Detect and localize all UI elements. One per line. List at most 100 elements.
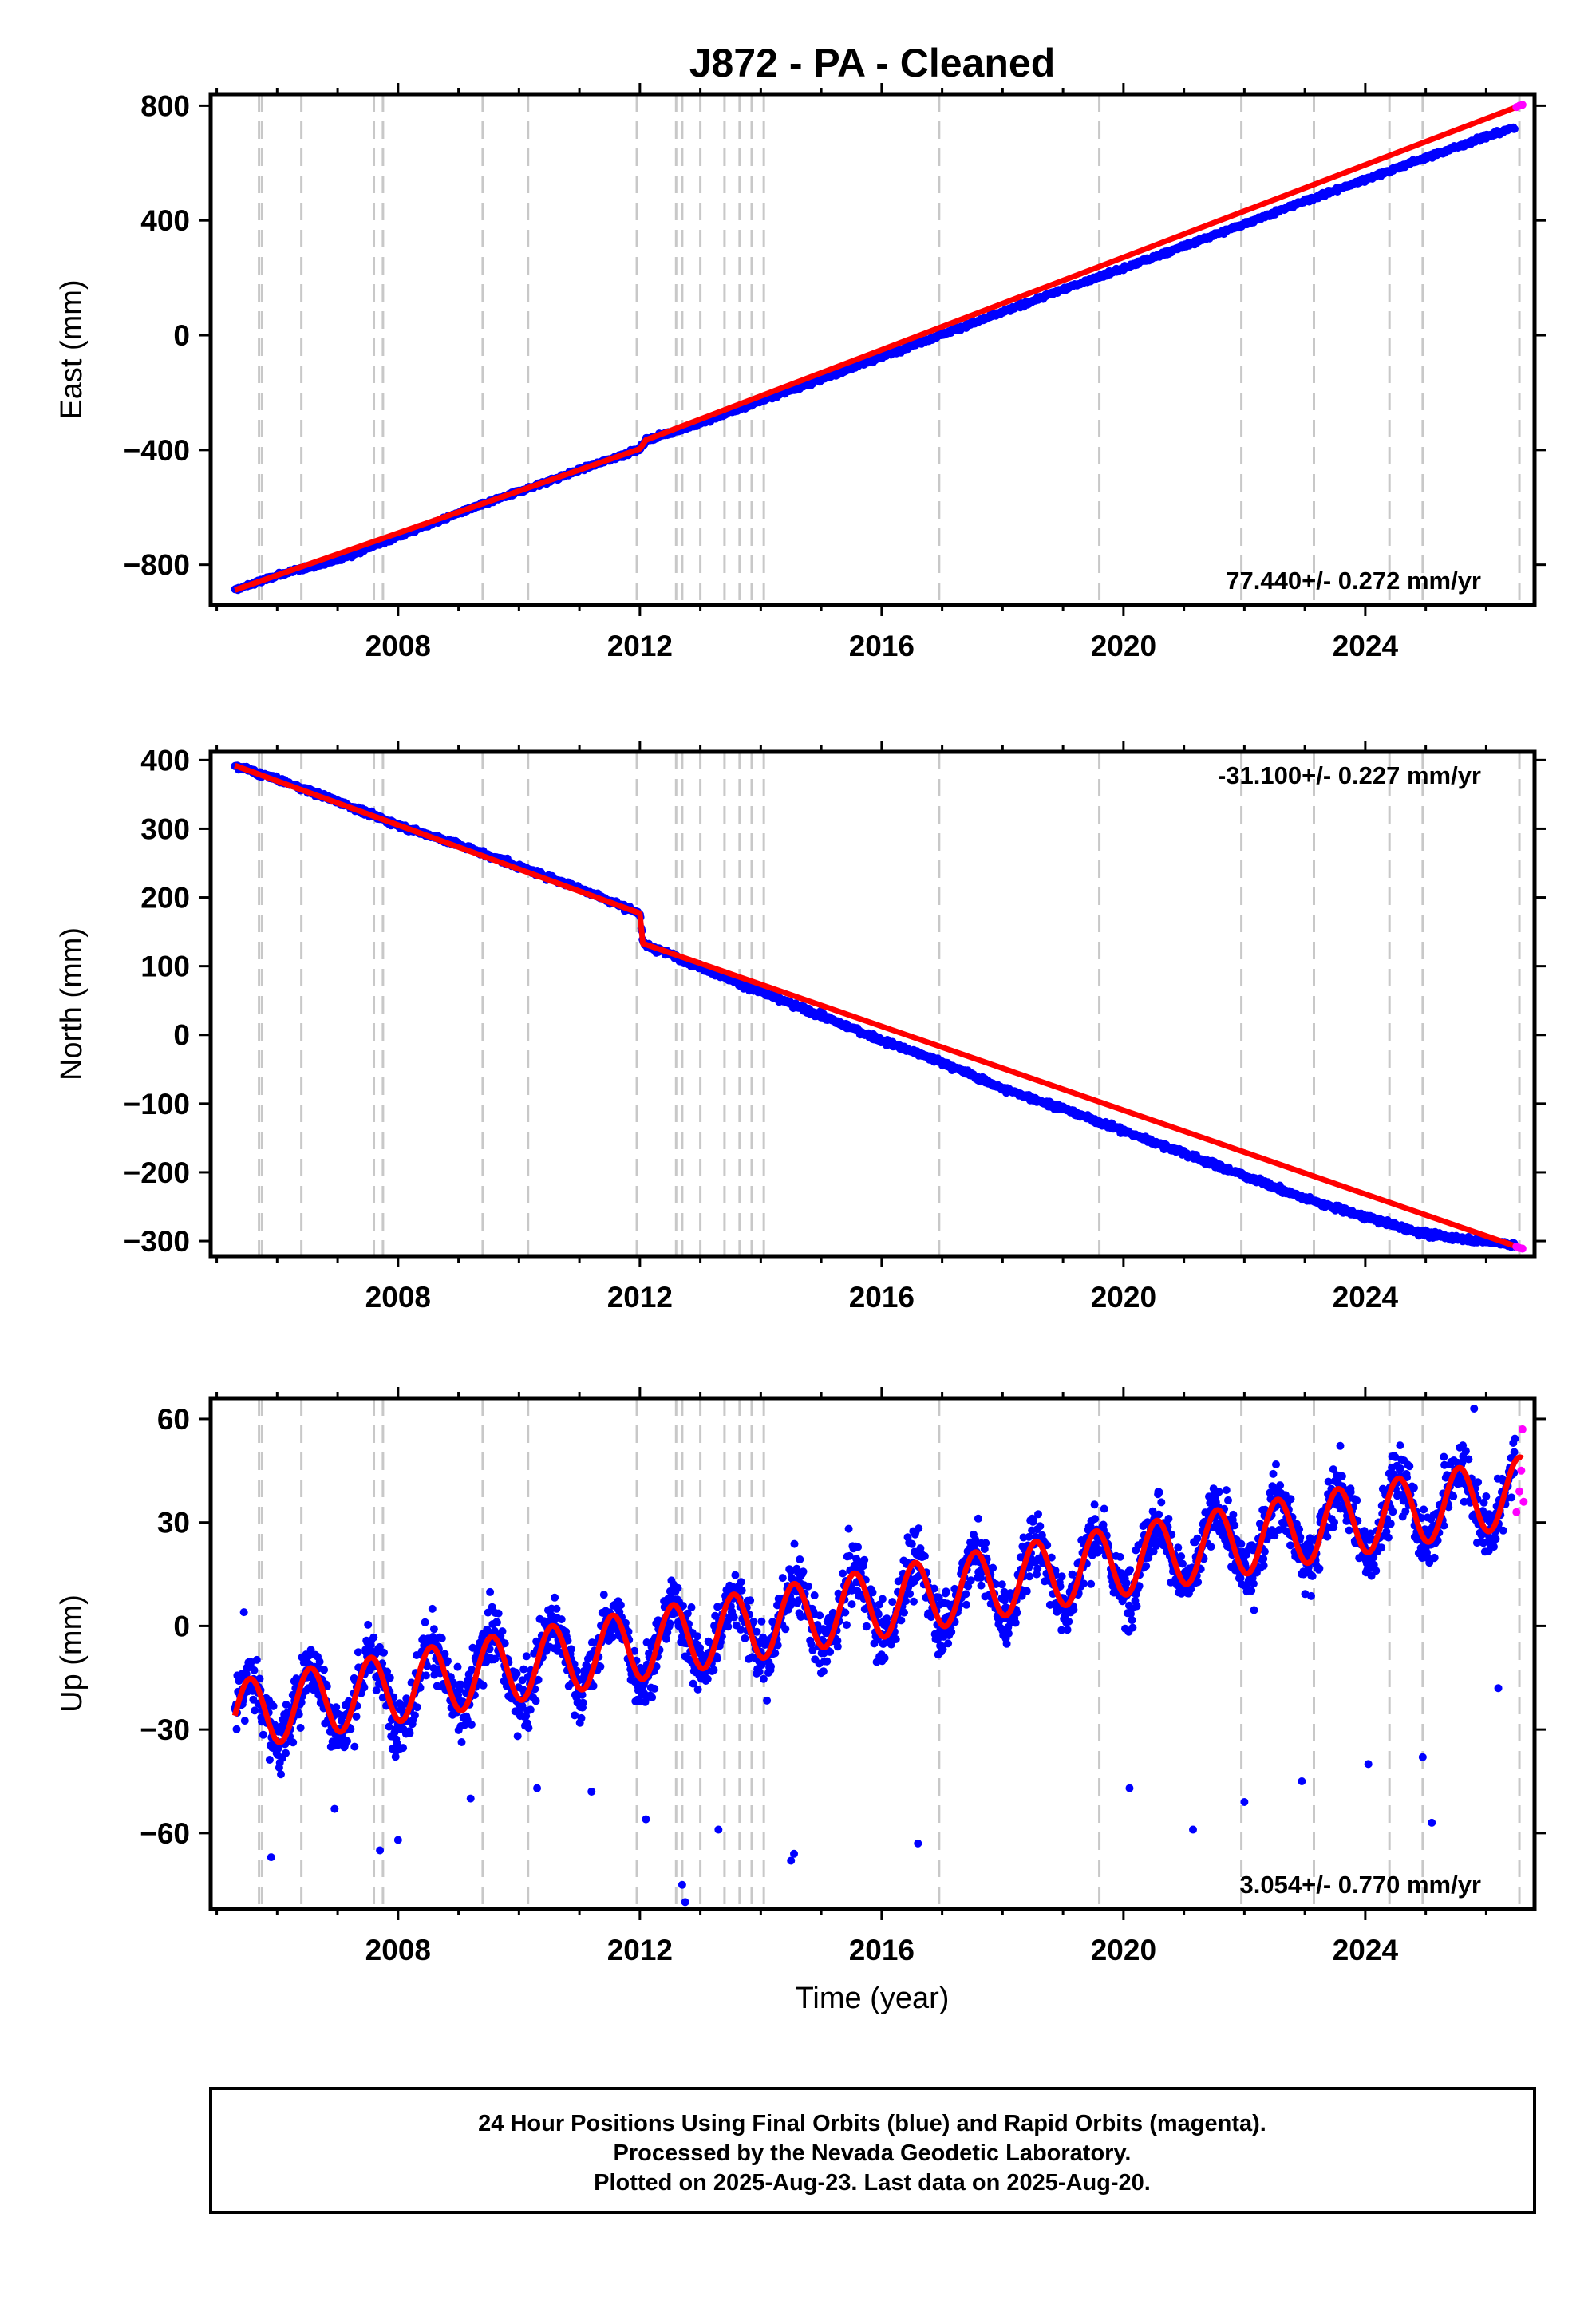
x-tick-label: 2008 (365, 1281, 431, 1314)
data-point (616, 1601, 625, 1610)
data-point (663, 1628, 672, 1637)
rapid-point (1518, 101, 1527, 109)
data-point (596, 1662, 605, 1671)
data-point (731, 1571, 740, 1579)
data-point (289, 1738, 298, 1747)
data-point (269, 1701, 278, 1710)
data-point (778, 1574, 787, 1583)
data-point (360, 1683, 369, 1692)
data-point (486, 1587, 495, 1596)
data-point (492, 1618, 501, 1626)
data-point (693, 1685, 702, 1694)
data-point (648, 1693, 657, 1701)
data-point (512, 1670, 521, 1678)
data-point (232, 1725, 241, 1733)
data-point (689, 1679, 697, 1688)
y-tick-label: 400 (140, 204, 190, 237)
data-point (713, 1654, 721, 1663)
data-point (709, 1666, 718, 1674)
data-point (567, 1645, 575, 1654)
north-event-lines (258, 752, 1521, 1256)
data-point (484, 1608, 492, 1617)
data-point (456, 1680, 465, 1689)
data-point (757, 1661, 766, 1670)
data-point (1510, 124, 1519, 133)
x-tick-label: 2020 (1091, 630, 1156, 662)
east-frame (208, 92, 1537, 607)
data-point (737, 1586, 746, 1595)
data-point (399, 1744, 408, 1753)
data-point (737, 1578, 745, 1587)
y-tick-label: 800 (140, 89, 190, 122)
data-point (572, 1666, 581, 1675)
data-point (563, 1636, 572, 1645)
data-point (423, 1662, 431, 1670)
data-point (346, 1725, 355, 1733)
data-point (763, 1696, 772, 1705)
data-point (437, 1634, 446, 1642)
data-point (796, 1555, 804, 1563)
data-point (767, 1662, 775, 1671)
data-point (551, 1593, 559, 1602)
data-point (294, 1710, 303, 1719)
y-tick-label: 0 (173, 319, 190, 352)
data-point (687, 1603, 696, 1611)
data-point (352, 1712, 361, 1721)
data-point (630, 1646, 639, 1655)
data-point (322, 1682, 331, 1690)
data-point (350, 1742, 359, 1751)
north-rate-label: -31.100+/- 0.227 mm/yr (1218, 761, 1481, 789)
east-y-axis-label: East (mm) (55, 279, 89, 419)
x-tick-label: 2016 (849, 1281, 915, 1314)
data-point (737, 1626, 745, 1634)
data-point (265, 1756, 274, 1764)
data-point (757, 1617, 766, 1626)
data-point (385, 1674, 394, 1682)
data-point (354, 1648, 362, 1657)
data-point (405, 1729, 414, 1737)
data-point (599, 1591, 608, 1599)
data-point (421, 1671, 430, 1680)
north-x-axis: 2008 2012 2016 2020 2024 (215, 741, 1487, 1314)
data-point (741, 1634, 749, 1642)
data-point (421, 1618, 429, 1626)
data-point (391, 1753, 400, 1761)
data-point (410, 1711, 419, 1720)
data-point (579, 1698, 587, 1707)
data-point (693, 1632, 701, 1641)
data-point (513, 1732, 522, 1741)
y-tick-label: 100 (140, 951, 190, 983)
data-point (479, 1681, 488, 1690)
y-tick-label: −800 (124, 549, 190, 582)
data-point (250, 1666, 259, 1674)
data-point (522, 1652, 531, 1661)
data-point (755, 1667, 764, 1676)
data-point (467, 1721, 476, 1729)
data-point (282, 1749, 290, 1757)
data-point (468, 1666, 476, 1674)
data-point (650, 1684, 659, 1693)
east-x-axis: 2008 2012 2016 2020 2024 (215, 83, 1487, 662)
data-point (383, 1667, 392, 1676)
data-point (498, 1627, 507, 1636)
data-point (589, 1682, 598, 1690)
data-point (713, 1603, 722, 1611)
data-point (524, 1724, 533, 1733)
north-rapid-orbit-points (1512, 1242, 1527, 1253)
figure-title: J872 - PA - Cleaned (689, 41, 1056, 85)
data-point (531, 1697, 540, 1705)
data-point (332, 1703, 341, 1712)
data-point (578, 1690, 587, 1699)
y-tick-label: 300 (140, 812, 190, 845)
data-point (753, 1627, 761, 1636)
data-point (252, 1655, 261, 1664)
data-point (518, 1701, 527, 1710)
data-point (453, 1662, 462, 1671)
x-tick-label: 2012 (607, 630, 673, 662)
data-point (746, 1596, 755, 1605)
data-point (429, 1625, 438, 1634)
data-point (428, 1604, 437, 1613)
